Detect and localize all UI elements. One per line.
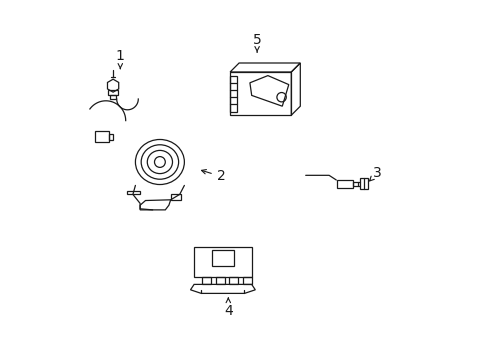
Text: 3: 3 bbox=[369, 166, 381, 181]
Text: 2: 2 bbox=[201, 170, 225, 183]
Text: 5: 5 bbox=[252, 33, 261, 52]
Text: 1: 1 bbox=[116, 49, 124, 68]
Text: 4: 4 bbox=[224, 298, 232, 318]
